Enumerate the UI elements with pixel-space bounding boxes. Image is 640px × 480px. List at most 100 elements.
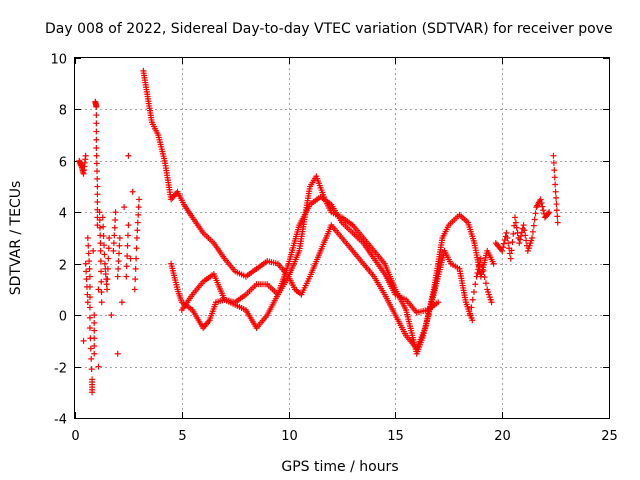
data-point: [115, 265, 122, 272]
data-point: [95, 363, 102, 370]
data-point: [96, 224, 103, 231]
data-point: [521, 227, 528, 234]
data-point: [488, 299, 495, 306]
data-point: [98, 289, 105, 295]
data-point: [103, 281, 110, 288]
data-point: [135, 204, 142, 211]
data-point: [118, 299, 125, 306]
data-point: [86, 258, 93, 265]
data-point: [105, 245, 112, 252]
data-point: [507, 255, 514, 262]
data-point: [93, 160, 100, 167]
data-point: [481, 274, 488, 281]
data-point: [131, 286, 138, 293]
data-point: [468, 304, 475, 311]
data-point: [552, 181, 559, 188]
data-point: [517, 236, 524, 243]
data-point: [529, 235, 536, 241]
data-point: [86, 325, 93, 331]
data-point: [94, 199, 101, 205]
data-point: [87, 345, 94, 352]
data-point: [116, 235, 123, 241]
data-point: [469, 317, 476, 324]
data-point: [134, 219, 141, 226]
x-axis-label: GPS time / hours: [281, 459, 398, 475]
data-point: [127, 255, 134, 262]
data-marks: [76, 67, 561, 396]
data-point: [513, 224, 520, 231]
data-point: [93, 103, 100, 110]
data-point: [110, 240, 117, 247]
data-point: [123, 273, 130, 280]
y-tick-label: 8: [59, 104, 67, 119]
data-point: [86, 304, 93, 311]
data-point: [479, 261, 486, 268]
data-point: [84, 299, 91, 306]
data-point: [97, 258, 104, 265]
data-point: [469, 296, 476, 303]
data-point: [121, 204, 128, 211]
y-tick-label: 0: [59, 310, 67, 325]
data-point: [110, 247, 117, 254]
data-point: [539, 203, 546, 210]
data-point: [553, 207, 560, 214]
data-point: [508, 247, 515, 254]
data-point: [93, 120, 100, 127]
data-point: [100, 232, 107, 239]
data-point: [96, 209, 103, 216]
data-point: [135, 211, 142, 218]
data-point: [550, 159, 557, 166]
data-point: [133, 245, 140, 252]
data-point: [115, 258, 122, 265]
data-point: [512, 219, 519, 226]
data-point: [477, 255, 484, 262]
data-point: [480, 267, 487, 274]
data-point: [83, 268, 90, 275]
data-point: [80, 337, 87, 344]
data-point: [114, 273, 121, 280]
data-point: [124, 242, 131, 249]
data-point: [552, 188, 559, 195]
data-point: [532, 210, 539, 217]
data-point: [471, 289, 478, 295]
data-point: [123, 263, 130, 270]
data-point: [94, 168, 101, 175]
data-point: [435, 299, 442, 306]
data-point: [476, 262, 483, 269]
x-tick-label: 15: [387, 429, 404, 444]
data-point: [116, 250, 123, 257]
data-point: [116, 242, 123, 249]
data-point: [112, 209, 119, 216]
data-point: [553, 201, 560, 208]
x-tick-label: 0: [71, 429, 79, 444]
data-point: [474, 269, 481, 276]
data-point: [133, 255, 140, 262]
data-point: [523, 237, 530, 244]
data-point: [82, 260, 89, 267]
data-point: [510, 230, 517, 237]
data-point: [97, 247, 104, 254]
data-point: [545, 210, 552, 217]
data-point: [509, 239, 516, 246]
y-tick-label: -2: [54, 362, 67, 377]
data-point: [86, 294, 93, 301]
data-point: [105, 255, 112, 262]
data-point: [85, 242, 92, 249]
data-point: [503, 229, 510, 236]
data-point: [101, 260, 108, 267]
data-point: [82, 152, 89, 159]
data-point: [85, 250, 92, 257]
data-point: [88, 366, 95, 373]
data-point: [101, 242, 108, 249]
data-point: [472, 281, 479, 288]
data-point: [93, 136, 100, 143]
data-point: [94, 183, 101, 190]
x-tick-label: 10: [281, 429, 298, 444]
data-point: [91, 319, 98, 326]
data-point: [133, 235, 140, 241]
grid: [75, 58, 609, 418]
data-point: [94, 175, 101, 182]
data-point: [516, 240, 523, 247]
data-point: [93, 128, 100, 135]
data-point: [551, 167, 558, 174]
